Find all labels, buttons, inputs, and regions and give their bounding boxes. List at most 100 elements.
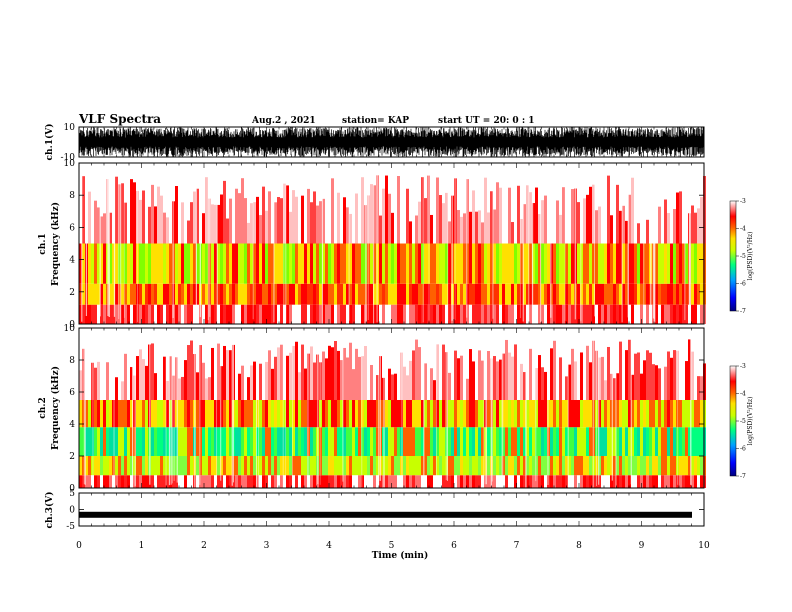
- ch2-spectrogram-cell: [436, 475, 439, 488]
- ch1-spectrogram-cell: [472, 304, 475, 324]
- ch1-spectrogram-cell: [310, 304, 313, 324]
- ch1-spectrogram-cell: [169, 304, 172, 324]
- ch2-spectrogram-cell: [541, 456, 544, 476]
- ch2-spectrogram-cell: [253, 361, 256, 400]
- ch1-spectrogram-cell: [466, 243, 469, 284]
- ch2-spectrogram-cell: [142, 400, 145, 428]
- ch1-spectrogram-cell: [571, 304, 574, 324]
- ch1-spectrogram-cell: [205, 177, 208, 244]
- ch2-spectrogram-cell: [133, 375, 136, 400]
- ch2-spectrogram-cell: [79, 427, 82, 456]
- ch1-spectrogram-cell: [577, 202, 580, 244]
- ch2-spectrogram-cell: [238, 475, 241, 488]
- ch1-spectrogram-cell: [379, 243, 382, 284]
- ch1-spectrogram-cell: [472, 283, 475, 305]
- ch2-spectrogram-cell: [154, 475, 157, 488]
- ch2-spectrogram-cell: [394, 475, 397, 488]
- ch1-colorbar-tick-label: -4: [740, 226, 746, 233]
- ch2-spectrogram-cell: [664, 475, 667, 488]
- ch1-spectrogram-cell: [397, 304, 400, 324]
- ch1-spectrogram-cell: [589, 186, 592, 244]
- ch1-spectrogram-cell: [262, 186, 265, 244]
- ch2-spectrogram-cell: [388, 368, 391, 400]
- ch2-spectrogram-cell: [244, 352, 247, 400]
- ch2-spectrogram-cell: [226, 400, 229, 428]
- ch1-spectrogram-cell: [217, 283, 220, 305]
- ch2-spectrogram-cell: [325, 358, 328, 400]
- ch1-spectrogram-cell: [484, 304, 487, 324]
- ch1-spectrogram-cell: [487, 283, 490, 305]
- ch1-spectrogram-cell: [448, 304, 451, 324]
- ch1-spectrogram-cell: [370, 184, 373, 244]
- ch1-spectrogram-cell: [289, 304, 292, 324]
- ch1-spectrogram-cell: [256, 304, 259, 324]
- ch1-spectrogram-cell: [454, 304, 457, 324]
- ch2-spectrogram-cell: [214, 400, 217, 428]
- ch1-spectrogram-cell: [493, 243, 496, 284]
- ch2-spectrogram-cell: [328, 345, 331, 400]
- ch2-spectrogram-cell: [676, 427, 679, 456]
- ch1-spectrogram-cell: [517, 283, 520, 305]
- ch2-spectrogram-cell: [130, 400, 133, 428]
- ch2-spectrogram-cell: [97, 475, 100, 488]
- ch2-spectrogram-cell: [559, 456, 562, 476]
- ch2-spectrogram-cell: [280, 400, 283, 428]
- ch2-spectrogram-cell: [256, 374, 259, 400]
- ch1-spectrogram-cell: [610, 243, 613, 284]
- ch2-spectrogram-cell: [538, 475, 541, 488]
- ch2-spectrogram-cell: [145, 456, 148, 476]
- ch1-spectrogram-cell: [130, 304, 133, 324]
- ch1-spectrogram-cell: [301, 304, 304, 324]
- ch1-spectrogram-cell: [268, 191, 271, 244]
- ch1-spectrogram-cell: [442, 243, 445, 284]
- ch1-spectrogram-cell: [331, 283, 334, 305]
- ch2-spectrogram-cell: [169, 475, 172, 488]
- ch1-spectrogram-cell: [367, 283, 370, 305]
- ch1-spectrogram-cell: [436, 243, 439, 284]
- ch2-spectrogram-cell: [118, 368, 121, 400]
- ch2-spectrogram-cell: [403, 366, 406, 400]
- ch1-spectrogram-cell: [346, 207, 349, 244]
- ch2-spectrogram-cell: [349, 427, 352, 456]
- ch1-spectrogram-cell: [277, 243, 280, 284]
- ch1-spectrogram-cell: [535, 243, 538, 284]
- ch1-spectrogram-cell: [259, 283, 262, 305]
- ch2-spectrogram-cell: [469, 427, 472, 456]
- ch1-spectrogram-cell: [127, 283, 130, 305]
- ch1-spectrogram-cell: [103, 304, 106, 324]
- ch2-spectrogram-cell: [454, 427, 457, 456]
- ch1-spectrogram-cell: [697, 304, 700, 324]
- ch2-spectrogram-cell: [394, 373, 397, 400]
- ch2-spectrogram-cell: [451, 456, 454, 476]
- ch1-spectrogram-cell: [181, 243, 184, 284]
- ch1-spectrogram-cell: [409, 243, 412, 284]
- ch1-spectrogram-cell: [82, 243, 85, 284]
- ch1-spectrogram-cell: [196, 188, 199, 244]
- ch1-spectrogram-cell: [307, 188, 310, 244]
- ch1-spectrogram-cell: [277, 197, 280, 244]
- ch2-spectrogram-cell: [610, 475, 613, 488]
- ch1-spectrogram-cell: [466, 283, 469, 305]
- ch1-spectrogram-cell: [244, 198, 247, 244]
- ch1-spectrogram-cell: [274, 304, 277, 324]
- ch1-spectrogram-cell: [259, 215, 262, 244]
- ch2-spectrogram-cell: [115, 400, 118, 428]
- ch1-spectrogram-cell: [121, 283, 124, 305]
- ch2-spectrogram-cell: [385, 350, 388, 400]
- ch1-spectrogram-cell: [265, 283, 268, 305]
- ch2-spectrogram-cell: [340, 475, 343, 488]
- ch1-spectrogram-cell: [478, 210, 481, 244]
- ch2-spectrogram-cell: [184, 360, 187, 400]
- ch2-spectrogram-cell: [478, 350, 481, 400]
- ch2-spectrogram-cell: [577, 456, 580, 476]
- ch1-spectrogram-cell: [700, 304, 703, 324]
- ch2-spectrogram-cell: [580, 427, 583, 456]
- ch1-spectrogram-cell: [481, 283, 484, 305]
- ch2-spectrogram-cell: [658, 368, 661, 400]
- ch2-spectrogram-cell: [625, 475, 628, 488]
- ch2-spectrogram-cell: [373, 427, 376, 456]
- ch1-spectrogram-cell: [211, 283, 214, 305]
- ch2-spectrogram-cell: [364, 456, 367, 476]
- ch1-spectrogram-cell: [94, 304, 97, 324]
- ch2-spectrogram-cell: [223, 345, 226, 400]
